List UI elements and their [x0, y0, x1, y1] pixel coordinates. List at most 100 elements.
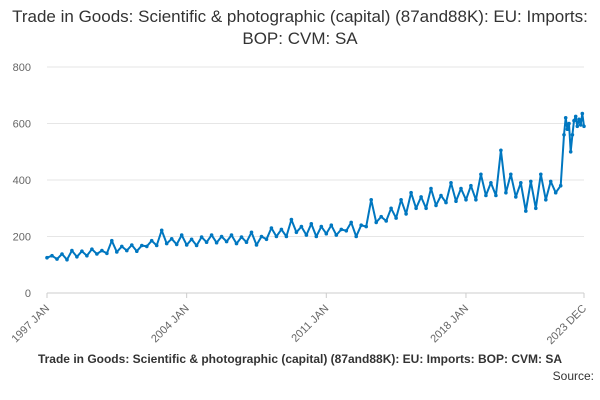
- data-point: [80, 249, 84, 253]
- data-point: [189, 237, 194, 242]
- data-point: [140, 243, 144, 248]
- data-point: [105, 251, 109, 256]
- data-point: [299, 224, 304, 229]
- data-point: [414, 206, 418, 211]
- data-point: [364, 224, 369, 229]
- data-point: [184, 243, 189, 247]
- data-point: [539, 172, 543, 177]
- data-point: [534, 206, 538, 211]
- data-point: [469, 183, 473, 188]
- data-point: [334, 233, 339, 237]
- data-point: [304, 233, 309, 237]
- data-point: [454, 199, 458, 203]
- data-point: [120, 244, 124, 249]
- y-tick-label: 800: [13, 62, 31, 74]
- data-point: [459, 186, 463, 191]
- data-point: [319, 224, 324, 229]
- footer-source: Source:: [552, 369, 594, 383]
- y-tick-label: 600: [13, 119, 31, 131]
- data-point: [219, 234, 224, 239]
- data-point: [169, 237, 174, 241]
- data-point: [274, 234, 279, 239]
- data-point: [85, 253, 89, 258]
- x-tick-label: 2018 JAN: [428, 303, 471, 346]
- data-point: [524, 209, 528, 213]
- data-point: [110, 238, 114, 243]
- data-point: [582, 124, 586, 129]
- data-point: [484, 193, 488, 198]
- data-point: [519, 181, 523, 185]
- data-point: [562, 133, 566, 137]
- data-point: [234, 241, 239, 246]
- data-point: [504, 190, 508, 195]
- x-tick-label: 1997 JAN: [9, 303, 52, 346]
- data-point: [324, 231, 329, 236]
- data-point: [474, 198, 478, 202]
- data-point: [254, 243, 259, 247]
- data-point: [572, 118, 576, 123]
- data-point: [578, 123, 583, 127]
- y-tick-label: 0: [25, 288, 31, 300]
- data-point: [499, 148, 503, 153]
- data-point: [434, 203, 438, 208]
- data-point: [179, 233, 184, 237]
- footer-caption: Trade in Goods: Scientific & photographi…: [37, 352, 563, 366]
- data-point: [45, 255, 49, 260]
- x-tick-label: 2023 DEC: [545, 303, 589, 347]
- data-point: [309, 222, 314, 226]
- data-point: [529, 179, 533, 184]
- data-point: [204, 240, 209, 244]
- data-point: [65, 257, 69, 262]
- data-point: [70, 248, 74, 253]
- data-point: [548, 179, 553, 184]
- data-point: [399, 198, 403, 202]
- data-point: [145, 244, 149, 249]
- data-point: [570, 133, 575, 137]
- data-point: [344, 229, 349, 233]
- data-point: [577, 117, 581, 122]
- data-point: [489, 181, 493, 185]
- data-point: [563, 116, 568, 120]
- data-point: [354, 234, 359, 239]
- x-tick-label: 2004 JAN: [149, 303, 192, 346]
- data-point: [544, 198, 548, 202]
- data-point: [374, 220, 379, 225]
- data-point: [404, 212, 408, 216]
- data-point: [379, 214, 384, 219]
- data-point: [95, 252, 99, 256]
- data-point: [249, 230, 254, 235]
- data-point: [50, 253, 54, 258]
- data-point: [90, 247, 94, 251]
- data-point: [164, 241, 169, 246]
- data-point: [568, 150, 573, 154]
- data-point: [209, 233, 214, 237]
- data-point: [409, 190, 413, 195]
- data-point: [444, 200, 448, 205]
- data-point: [100, 248, 104, 253]
- x-tick-label: 2011 JAN: [289, 303, 331, 345]
- data-point: [239, 235, 244, 239]
- data-point: [159, 228, 164, 233]
- data-point: [199, 235, 204, 239]
- data-point: [494, 193, 498, 198]
- data-point: [115, 250, 119, 254]
- data-point: [339, 227, 344, 232]
- data-point: [284, 234, 289, 239]
- data-point: [289, 217, 294, 222]
- data-point: [329, 223, 334, 227]
- data-point: [359, 223, 364, 227]
- y-tick-label: 400: [13, 175, 31, 187]
- data-point: [194, 243, 199, 248]
- data-point: [229, 233, 234, 237]
- data-point: [55, 257, 59, 261]
- data-point: [439, 193, 443, 198]
- gridlines: [47, 66, 584, 237]
- data-point: [244, 240, 249, 244]
- data-point: [394, 216, 398, 220]
- data-point: [558, 183, 563, 188]
- data-point: [130, 243, 134, 247]
- data-point: [449, 181, 453, 185]
- data-point: [567, 121, 571, 126]
- data-point: [369, 198, 374, 202]
